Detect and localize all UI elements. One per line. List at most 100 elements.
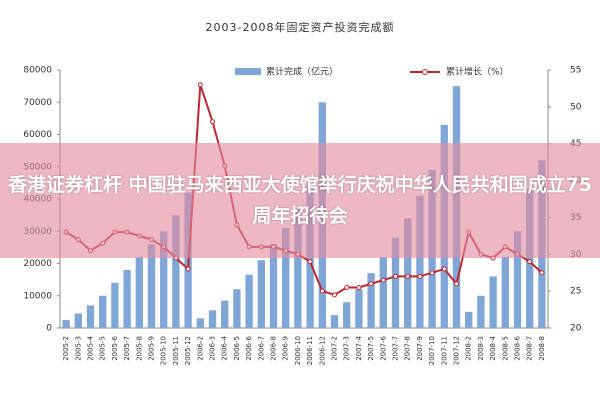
x-tick-label: 2006-8 (270, 336, 278, 361)
x-tick-label: 2006-12 (318, 336, 326, 365)
x-tick-label: 2006-4 (221, 335, 229, 360)
bar (343, 302, 351, 328)
y-tick-label: 0 (46, 324, 52, 334)
overlay-text: 香港证券杠杆 中国驻马来西亚大使馆举行庆祝中华人民共和国成立75周年招待会 (7, 173, 593, 227)
growth-point (344, 284, 350, 290)
y-tick-label: 70000 (23, 98, 52, 108)
bar (282, 228, 290, 328)
x-tick-label: 2006-6 (245, 335, 253, 360)
bar (513, 231, 522, 328)
y-tick-label: 10000 (23, 291, 52, 301)
x-tick-label: 2007-6 (379, 335, 387, 360)
growth-point (454, 281, 459, 287)
bar (160, 231, 168, 328)
x-tick-label: 2008-7 (526, 336, 534, 361)
bar (123, 269, 131, 328)
bar (379, 257, 387, 328)
bar (221, 300, 229, 328)
x-tick-label: 2005-4 (87, 335, 95, 360)
bar (416, 195, 424, 328)
x-tick-label: 2006-9 (282, 336, 290, 361)
bar (196, 318, 204, 328)
x-tick-label: 2008-2 (465, 336, 473, 361)
x-tick-label: 2007-2 (331, 336, 339, 361)
x-tick-label: 2008-8 (538, 336, 546, 361)
growth-point (539, 270, 545, 276)
x-tick-label: 2006-11 (306, 336, 314, 365)
x-tick-label: 2007-7 (392, 336, 400, 361)
legend-swatch (235, 68, 261, 75)
chart-title: 2003-2008年固定资产投资完成额 (206, 20, 395, 34)
x-tick-label: 2005-8 (135, 336, 143, 361)
legend-label: 累计完成（亿元） (266, 66, 338, 78)
bar (245, 274, 253, 328)
bar (501, 257, 509, 328)
bar (111, 282, 119, 328)
bar (208, 310, 217, 328)
growth-point (185, 266, 191, 272)
bar (147, 244, 156, 328)
x-tick-label: 2005-2 (62, 336, 70, 361)
x-tick-label: 2005-5 (99, 336, 107, 361)
growth-point (429, 270, 435, 276)
overlay-banner: 香港证券杠杆 中国驻马来西亚大使馆举行庆祝中华人民共和国成立75周年招待会 (0, 143, 600, 258)
x-tick-label: 2007-8 (404, 336, 412, 361)
bar (477, 295, 485, 328)
x-tick-label: 2007-11 (440, 336, 448, 365)
y-tick-label: 20000 (23, 259, 52, 269)
x-tick-label: 2005-6 (111, 335, 119, 360)
x-tick-label: 2008-4 (489, 335, 497, 360)
legend-swatch (422, 69, 428, 75)
x-tick-label: 2007-9 (416, 336, 424, 361)
legend-label: 累计增长（%） (446, 66, 509, 78)
growth-point (527, 259, 533, 265)
y2-tick-label: 50 (570, 102, 582, 112)
x-tick-label: 2005-12 (184, 336, 192, 365)
bar (526, 189, 534, 328)
x-tick-label: 2005-3 (74, 336, 82, 361)
bar (135, 257, 143, 328)
x-tick-label: 2007-4 (355, 335, 363, 360)
bar (489, 276, 497, 328)
x-tick-label: 2007-5 (367, 336, 375, 361)
x-tick-label: 2008-5 (501, 336, 509, 361)
bar (99, 295, 107, 328)
growth-point (393, 273, 398, 279)
x-tick-label: 2005-10 (160, 336, 168, 365)
growth-point (210, 119, 215, 125)
growth-point (368, 281, 374, 287)
bar (465, 311, 473, 328)
growth-point (356, 284, 362, 290)
growth-point (307, 259, 313, 265)
bar (294, 208, 302, 328)
y2-tick-label: 25 (570, 287, 581, 297)
bar (367, 273, 375, 328)
bar (172, 215, 180, 328)
y-tick-label: 60000 (23, 130, 52, 140)
y2-tick-label: 55 (570, 66, 581, 76)
bar (233, 289, 241, 328)
bar (330, 315, 339, 328)
x-tick-label: 2006-7 (257, 336, 265, 361)
x-tick-label: 2006-2 (196, 336, 204, 361)
x-tick-label: 2007-3 (343, 336, 351, 361)
bar (257, 260, 265, 328)
x-tick-label: 2006-3 (209, 336, 217, 361)
bar (74, 313, 82, 328)
bar (269, 244, 278, 328)
growth-point (197, 82, 203, 88)
bar (355, 289, 363, 328)
growth-point (417, 273, 423, 279)
growth-point (319, 288, 325, 294)
bar (62, 319, 70, 328)
x-tick-label: 2008-3 (477, 336, 485, 361)
x-tick-label: 2008-6 (514, 335, 522, 360)
bar (391, 237, 400, 328)
bar (404, 218, 412, 328)
x-tick-label: 2006-5 (233, 336, 241, 361)
y-tick-label: 80000 (23, 66, 52, 76)
y2-tick-label: 20 (570, 324, 582, 334)
growth-point (332, 292, 337, 298)
x-tick-label: 2007-10 (428, 336, 436, 365)
